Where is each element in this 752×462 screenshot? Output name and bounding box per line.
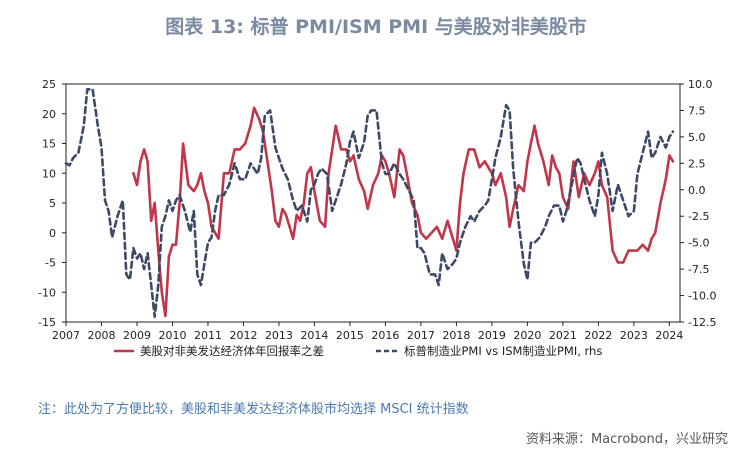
x-tick-label: 2011 <box>194 329 222 342</box>
right-tick-label: 0.0 <box>688 184 706 197</box>
x-tick-label: 2007 <box>52 329 80 342</box>
right-tick-label: 2.5 <box>688 157 706 170</box>
right-tick-label: 10.0 <box>688 78 713 91</box>
x-tick-label: 2018 <box>442 329 470 342</box>
left-tick-label: 25 <box>42 78 56 91</box>
legend-label-red: 美股对非美发达经济体年回报率之差 <box>140 344 324 358</box>
x-tick-label: 2010 <box>158 329 186 342</box>
left-tick-label: -15 <box>38 316 56 329</box>
right-tick-label: -2.5 <box>688 210 709 223</box>
x-tick-label: 2008 <box>87 329 115 342</box>
series-line-return-diff <box>132 106 675 318</box>
left-tick-label: 15 <box>42 138 56 151</box>
x-tick-label: 2024 <box>655 329 683 342</box>
right-y-axis: 10.0 7.5 5.0 2.5 0.0 -2.5 -5.0 -7.5 -10.0 -12.5 <box>680 78 716 329</box>
left-tick-label: 20 <box>42 108 56 121</box>
series-layer <box>64 88 675 319</box>
source-text: 资料来源：Macrobond，兴业研究 <box>525 432 728 447</box>
right-tick-label: -10.0 <box>688 290 716 303</box>
legend: 美股对非美发达经济体年回报率之差 标普制造业PMI vs ISM制造业PMI, … <box>114 344 602 358</box>
right-tick-label: -7.5 <box>688 263 709 276</box>
x-tick-label: 2022 <box>584 329 612 342</box>
x-tick-label: 2016 <box>371 329 399 342</box>
left-tick-label: 5 <box>49 197 56 210</box>
right-tick-label: 5.0 <box>688 131 706 144</box>
left-tick-label: 0 <box>49 227 56 240</box>
x-tick-label: 2014 <box>300 329 328 342</box>
chart-title: 图表 13: 标普 PMI/ISM PMI 与美股对非美股市 <box>165 16 587 38</box>
right-tick-label: -12.5 <box>688 316 716 329</box>
left-y-axis: 25 20 15 10 5 0 -5 -10 -15 <box>38 78 66 329</box>
x-tick-label: 2012 <box>229 329 257 342</box>
left-tick-label: -5 <box>45 257 56 270</box>
right-tick-label: 7.5 <box>688 104 706 117</box>
x-tick-label: 2020 <box>513 329 541 342</box>
left-tick-label: -10 <box>38 286 56 299</box>
x-tick-label: 2021 <box>549 329 577 342</box>
x-tick-label: 2017 <box>407 329 435 342</box>
x-tick-label: 2009 <box>123 329 151 342</box>
legend-label-navy: 标普制造业PMI vs ISM制造业PMI, rhs <box>404 344 602 358</box>
series-line-pmi-diff <box>64 88 675 319</box>
x-tick-label: 2015 <box>336 329 364 342</box>
footnote: 注：此处为了方便比较，美股和非美发达经济体股市均选择 MSCI 统计指数 <box>38 402 469 417</box>
left-tick-label: 10 <box>42 167 56 180</box>
right-tick-label: -5.0 <box>688 237 709 250</box>
x-tick-label: 2019 <box>478 329 506 342</box>
x-tick-label: 2013 <box>265 329 293 342</box>
x-tick-label: 2023 <box>620 329 648 342</box>
x-axis: 2007 2008 2009 2010 2011 2012 2013 2014 2015 2016… <box>52 322 683 342</box>
